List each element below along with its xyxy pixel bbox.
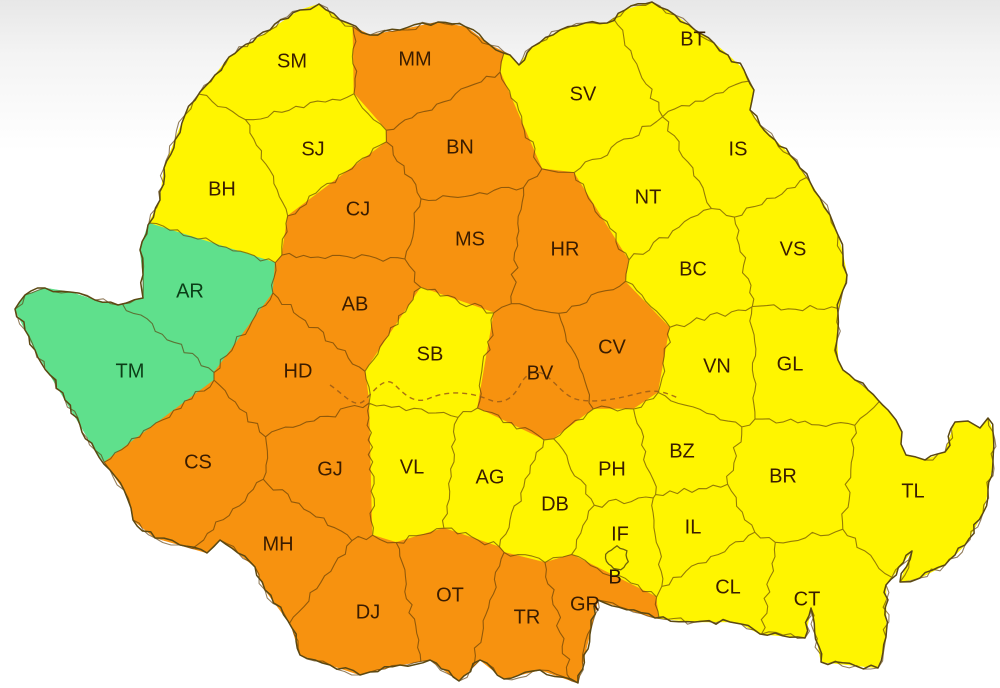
svg-text:VN: VN: [703, 355, 731, 377]
svg-text:TM: TM: [116, 360, 145, 382]
svg-text:SM: SM: [277, 50, 307, 72]
svg-text:IL: IL: [685, 516, 702, 538]
svg-text:B: B: [608, 566, 621, 588]
svg-text:CT: CT: [794, 588, 821, 610]
svg-text:IS: IS: [729, 138, 748, 160]
svg-text:MH: MH: [262, 533, 293, 555]
svg-text:CV: CV: [598, 336, 626, 358]
svg-text:BV: BV: [527, 362, 554, 384]
svg-text:IF: IF: [611, 523, 629, 545]
svg-text:MS: MS: [455, 228, 485, 250]
svg-text:OT: OT: [436, 584, 464, 606]
svg-text:DB: DB: [541, 493, 569, 515]
svg-text:BZ: BZ: [669, 440, 695, 462]
svg-text:CS: CS: [184, 451, 212, 473]
svg-text:MM: MM: [398, 48, 431, 70]
svg-text:GL: GL: [777, 353, 804, 375]
svg-text:TR: TR: [514, 606, 541, 628]
svg-text:SV: SV: [570, 83, 597, 105]
svg-text:GR: GR: [570, 593, 600, 615]
svg-text:HR: HR: [551, 238, 580, 260]
svg-text:BN: BN: [446, 136, 474, 158]
svg-text:GJ: GJ: [317, 458, 343, 480]
svg-text:AR: AR: [176, 280, 204, 302]
svg-text:TL: TL: [901, 480, 924, 502]
svg-text:DJ: DJ: [356, 601, 380, 623]
svg-text:VS: VS: [780, 238, 807, 260]
svg-text:PH: PH: [598, 458, 626, 480]
svg-text:CL: CL: [715, 576, 741, 598]
svg-text:HD: HD: [284, 360, 313, 382]
svg-text:AB: AB: [342, 293, 369, 315]
svg-text:BC: BC: [679, 258, 707, 280]
svg-text:SB: SB: [417, 343, 444, 365]
svg-text:AG: AG: [476, 466, 505, 488]
svg-text:BH: BH: [208, 178, 236, 200]
svg-text:SJ: SJ: [301, 138, 324, 160]
svg-text:VL: VL: [400, 456, 424, 478]
svg-text:NT: NT: [635, 186, 662, 208]
svg-text:CJ: CJ: [346, 198, 370, 220]
svg-text:BR: BR: [769, 465, 797, 487]
svg-text:BT: BT: [680, 28, 706, 50]
